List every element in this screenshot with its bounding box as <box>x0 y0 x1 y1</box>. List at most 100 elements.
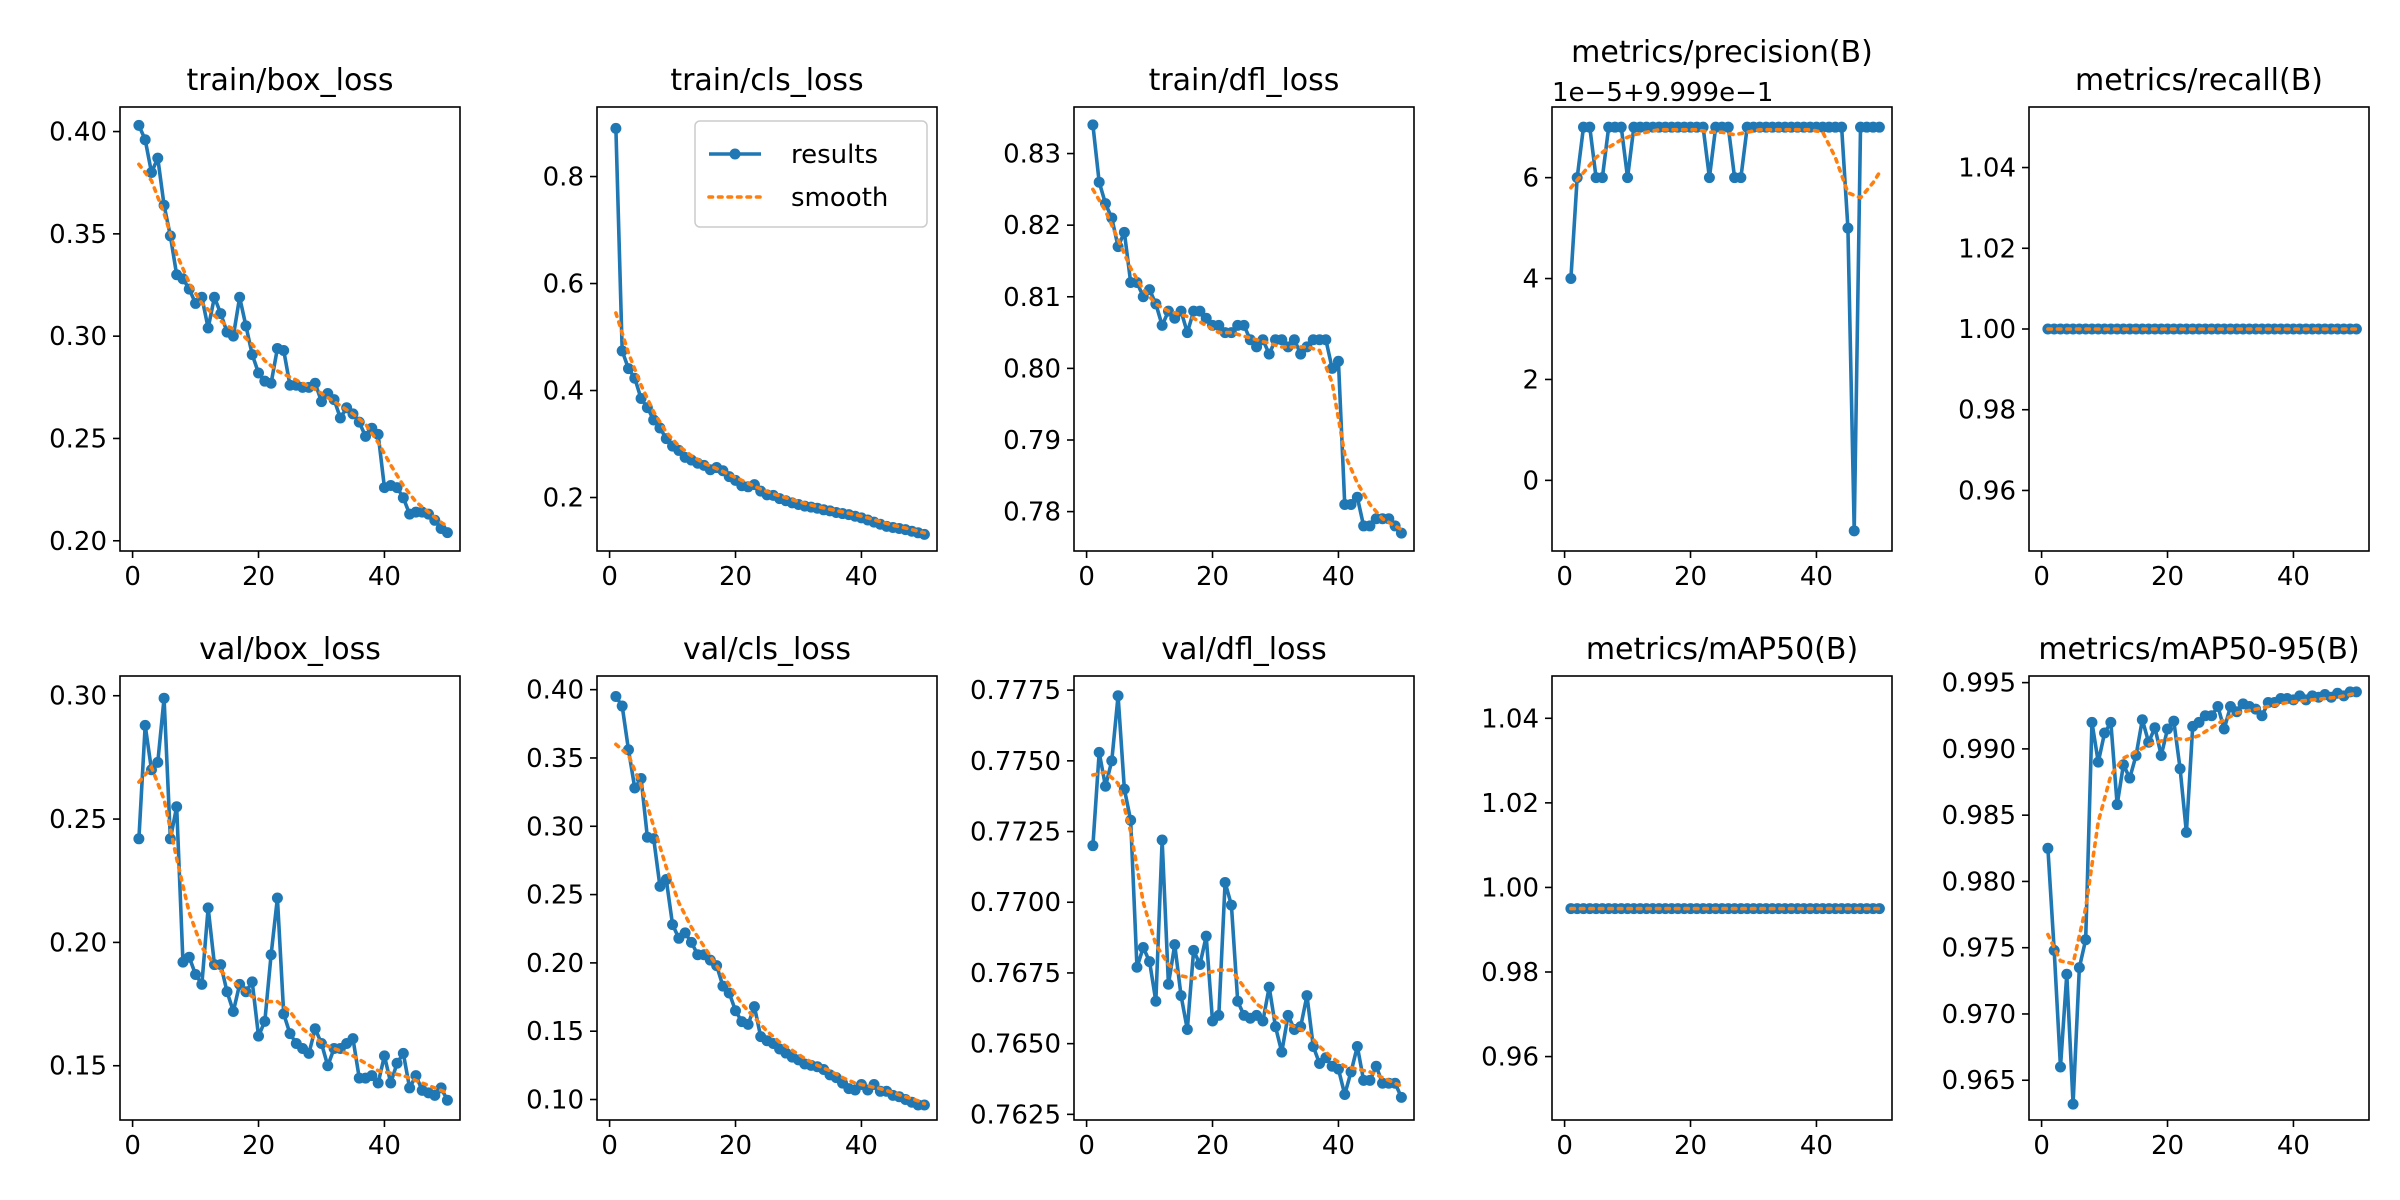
results-data-point <box>334 412 346 424</box>
results-data-point <box>1584 121 1596 133</box>
results-data-point <box>404 1082 416 1094</box>
results-data-point <box>2111 799 2123 811</box>
results-data-point <box>397 492 409 504</box>
plot-area <box>1565 903 1885 915</box>
results-data-point <box>629 782 641 794</box>
results-data-point <box>391 1057 403 1069</box>
x-tick-label: 40 <box>368 562 401 592</box>
results-data-point <box>2073 962 2085 974</box>
y-tick-label: 0.995 <box>1942 669 2016 699</box>
results-data-point <box>2067 1098 2079 1110</box>
results-data-point <box>1238 319 1250 331</box>
y-tick-label: 6 <box>1522 164 1539 194</box>
plot-area <box>2042 686 2362 1110</box>
results-data-point <box>2218 723 2230 735</box>
results-data-point <box>309 1023 321 1035</box>
axes-frame <box>1551 106 1893 552</box>
x-tick-label: 0 <box>601 1131 618 1161</box>
smooth-series-line <box>1091 187 1404 532</box>
results-data-point <box>183 951 195 963</box>
x-tick-label: 20 <box>1674 562 1707 592</box>
results-data-point <box>397 1047 409 1059</box>
x-tick-label: 0 <box>2033 562 2050 592</box>
results-data-point <box>2155 750 2167 762</box>
results-data-point <box>391 482 403 494</box>
y-tick-label: 1.00 <box>1481 873 1539 903</box>
chart-title: metrics/mAP50(B) <box>1586 632 1858 667</box>
legend-results-marker <box>729 148 741 160</box>
x-tick-label: 0 <box>124 562 141 592</box>
results-data-point <box>2168 715 2180 727</box>
results-data-point <box>246 976 258 988</box>
y-tick-label: 0.40 <box>526 676 584 706</box>
y-tick-label: 0.25 <box>526 881 584 911</box>
results-data-point <box>1345 498 1357 510</box>
results-data-point <box>2124 772 2136 784</box>
results-data-point <box>1144 956 1156 968</box>
results-data-point <box>234 978 246 990</box>
y-tick-label: 0.970 <box>1942 1000 2016 1030</box>
y-tick-label: 0.980 <box>1942 867 2016 897</box>
x-tick-label: 20 <box>719 562 752 592</box>
results-data-point <box>616 345 628 357</box>
y-tick-label: 0.30 <box>49 322 107 352</box>
chart-panel: metrics/precision(B) 1e−5+9.999e−1 0 20 40 0 2… <box>1522 35 1893 592</box>
chart-title: metrics/precision(B) <box>1571 35 1873 70</box>
results-data-point <box>360 430 372 442</box>
results-data-point <box>271 892 283 904</box>
y-tick-label: 0.8 <box>543 163 584 193</box>
results-data-point <box>202 902 214 914</box>
x-tick-label: 40 <box>1800 562 1833 592</box>
results-data-point <box>441 1094 453 1106</box>
results-data-point <box>190 968 202 980</box>
results-data-point <box>1269 1021 1281 1033</box>
results-data-point <box>1156 834 1168 846</box>
y-tick-label: 0 <box>1522 466 1539 496</box>
results-data-point <box>2256 710 2268 722</box>
results-data-point <box>1137 941 1149 953</box>
results-data-point <box>1194 305 1206 317</box>
results-data-point <box>1615 121 1627 133</box>
x-tick-label: 20 <box>1674 1131 1707 1161</box>
results-data-point <box>2180 826 2192 838</box>
x-tick-label: 20 <box>1196 1131 1229 1161</box>
results-data-point <box>748 1001 760 1013</box>
x-tick-label: 0 <box>124 1131 141 1161</box>
results-data-point <box>265 377 277 389</box>
axes-frame <box>1073 675 1415 1121</box>
results-data-point <box>2086 716 2098 728</box>
results-data-point <box>1351 1040 1363 1052</box>
results-data-point <box>1332 1063 1344 1075</box>
y-tick-label: 0.985 <box>1942 801 2016 831</box>
results-data-point <box>1288 334 1300 346</box>
y-tick-label: 0.98 <box>1481 958 1539 988</box>
chart-panel: metrics/recall(B) 0 20 40 0.96 0.98 1.00 1.02 1.… <box>1958 63 2370 592</box>
x-tick-label: 0 <box>601 562 618 592</box>
results-data-point <box>1156 319 1168 331</box>
results-data-point <box>1200 312 1212 324</box>
x-tick-label: 20 <box>242 1131 275 1161</box>
results-data-point <box>253 1030 265 1042</box>
results-data-point <box>1364 1074 1376 1086</box>
results-data-point <box>2162 723 2174 735</box>
results-data-point <box>1219 876 1231 888</box>
chart-panel: val/box_loss 0 20 40 0.15 0.20 0.25 0.30 <box>49 632 461 1161</box>
y-tick-label: 0.96 <box>1958 476 2016 506</box>
y-tick-label: 0.35 <box>526 744 584 774</box>
results-data-point <box>1200 930 1212 942</box>
results-data-point <box>1301 341 1313 353</box>
results-data-point <box>2105 716 2117 728</box>
results-data-point <box>1169 939 1181 951</box>
results-data-point <box>1842 222 1854 234</box>
results-data-point <box>1395 527 1407 539</box>
results-data-point <box>284 1028 296 1040</box>
y-tick-label: 0.82 <box>1003 211 1061 241</box>
y-tick-label: 0.6 <box>543 270 584 300</box>
results-data-point <box>1263 348 1275 360</box>
y-tick-label: 0.7775 <box>970 676 1061 706</box>
results-data-point <box>1622 172 1634 184</box>
smooth-series-line <box>137 763 450 1095</box>
chart-title: train/cls_loss <box>670 63 863 98</box>
x-tick-label: 20 <box>2151 562 2184 592</box>
